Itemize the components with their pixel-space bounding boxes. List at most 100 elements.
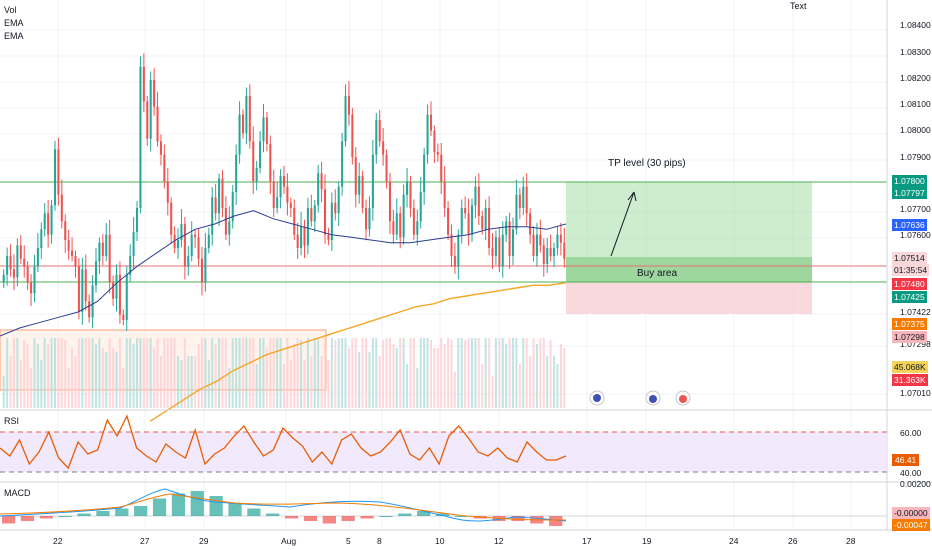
candle-body xyxy=(282,176,286,187)
candle-body xyxy=(436,152,439,155)
volume-bar xyxy=(423,338,426,408)
candle-body xyxy=(153,80,156,107)
volume-bar xyxy=(218,338,221,408)
top-text-label[interactable]: Text xyxy=(790,1,807,11)
volume-bar xyxy=(57,338,60,408)
tp-arrow-head xyxy=(627,191,637,202)
volume-bar xyxy=(156,338,159,408)
volume-bar xyxy=(50,338,53,408)
candle-body xyxy=(474,186,477,206)
volume-bar xyxy=(553,356,556,408)
price-axis[interactable]: 1.08400 1.08300 1.08200 1.08100 1.08000 … xyxy=(888,0,932,531)
volume-bar xyxy=(532,338,535,408)
volume-bar xyxy=(30,368,33,408)
macd-value-tag[interactable]: -0.00000 xyxy=(892,507,930,519)
legend-vol[interactable]: Vol xyxy=(4,5,17,15)
price-tick: 1.08100 xyxy=(900,99,931,109)
volume-bar xyxy=(399,338,402,408)
volume-bar xyxy=(180,360,183,408)
price-tick: 1.07010 xyxy=(900,388,931,398)
candle-body xyxy=(559,234,562,243)
tp-arrow[interactable] xyxy=(610,191,635,257)
candle-body xyxy=(194,234,197,238)
candle-body xyxy=(330,202,333,240)
macd-label[interactable]: MACD xyxy=(4,488,31,498)
candle-body xyxy=(303,226,306,246)
price-tag-last[interactable]: 1.07514 xyxy=(892,252,927,264)
candle-body xyxy=(402,194,405,238)
volume-bar xyxy=(460,338,463,408)
volume-bar xyxy=(429,340,433,408)
rsi-label[interactable]: RSI xyxy=(4,416,19,426)
candle-body xyxy=(361,176,364,208)
buy-zone[interactable] xyxy=(566,257,812,282)
candle-body xyxy=(16,245,19,278)
volume-tag-ma[interactable]: 45.068K xyxy=(892,361,928,373)
ema-slow-line xyxy=(149,282,567,422)
candle-body xyxy=(139,66,142,209)
price-tag-entry[interactable]: 1.07425 xyxy=(892,291,927,303)
volume-bar xyxy=(187,356,190,408)
candle-body xyxy=(481,216,484,230)
date-tick: 5 xyxy=(346,536,351,546)
volume-bar xyxy=(279,338,282,408)
volume-bar xyxy=(101,348,104,408)
countdown-tag[interactable]: 01:35:54 xyxy=(892,264,930,276)
candle-body xyxy=(2,274,5,283)
rsi-value-tag[interactable]: 46.41 xyxy=(892,454,920,466)
candle-body xyxy=(429,114,433,131)
volume-bar xyxy=(549,340,552,408)
price-tag-stop[interactable]: 1.07480 xyxy=(892,278,927,290)
volume-bar xyxy=(19,360,22,408)
macd-bar xyxy=(209,496,223,516)
candle-body xyxy=(522,186,525,208)
volume-bar xyxy=(464,340,467,408)
macd-signal-tag[interactable]: -0.00047 xyxy=(892,519,930,531)
candle-body xyxy=(392,221,395,235)
tp-label[interactable]: TP level (30 pips) xyxy=(608,158,686,169)
volume-tag[interactable]: 31.363K xyxy=(892,374,928,386)
legend-ema-2[interactable]: EMA xyxy=(4,31,24,41)
price-tag-tp[interactable]: 1.07800 xyxy=(892,175,927,187)
volume-bar xyxy=(546,356,549,408)
volume-bar xyxy=(402,338,405,408)
volume-bar xyxy=(563,348,566,408)
price-tag-high[interactable]: 1.07797 xyxy=(892,187,927,199)
candle-body xyxy=(549,248,552,256)
candle-body xyxy=(142,66,145,102)
volume-bar xyxy=(289,360,292,408)
volume-bar xyxy=(539,338,542,408)
date-tick: 29 xyxy=(199,536,209,546)
macd-bar xyxy=(285,516,299,519)
candle-body xyxy=(494,237,497,256)
time-axis[interactable]: 22 27 29 Aug 5 8 10 12 17 19 24 26 28 xyxy=(0,531,887,550)
candle-body xyxy=(252,141,255,182)
volume-bar xyxy=(529,356,532,408)
candle-body xyxy=(9,256,12,270)
candle-body xyxy=(159,141,162,155)
candle-body xyxy=(416,221,419,235)
volume-bar xyxy=(211,338,214,408)
price-tag-ema-slow[interactable]: 1.07375 xyxy=(892,318,927,330)
candle-body xyxy=(354,157,357,195)
volume-bar xyxy=(354,338,357,408)
macd-bar xyxy=(96,511,110,516)
price-tag-box[interactable]: 1.07298 xyxy=(892,331,927,343)
volume-bar xyxy=(341,338,344,408)
volume-bar xyxy=(296,338,299,408)
candle-body xyxy=(467,213,470,235)
rsi-line xyxy=(0,414,567,470)
volume-bar xyxy=(159,356,162,408)
buy-area-label[interactable]: Buy area xyxy=(637,268,677,279)
candle-body xyxy=(365,208,368,230)
volume-bar xyxy=(224,338,227,408)
stop-zone[interactable] xyxy=(566,282,812,314)
legend-ema-1[interactable]: EMA xyxy=(4,18,24,28)
volume-bar xyxy=(392,344,395,408)
candle-body xyxy=(406,181,409,195)
candle-body xyxy=(378,120,381,142)
candle-body xyxy=(228,221,231,235)
price-tag-ema-fast[interactable]: 1.07636 xyxy=(892,219,927,231)
volume-bar xyxy=(36,344,39,408)
